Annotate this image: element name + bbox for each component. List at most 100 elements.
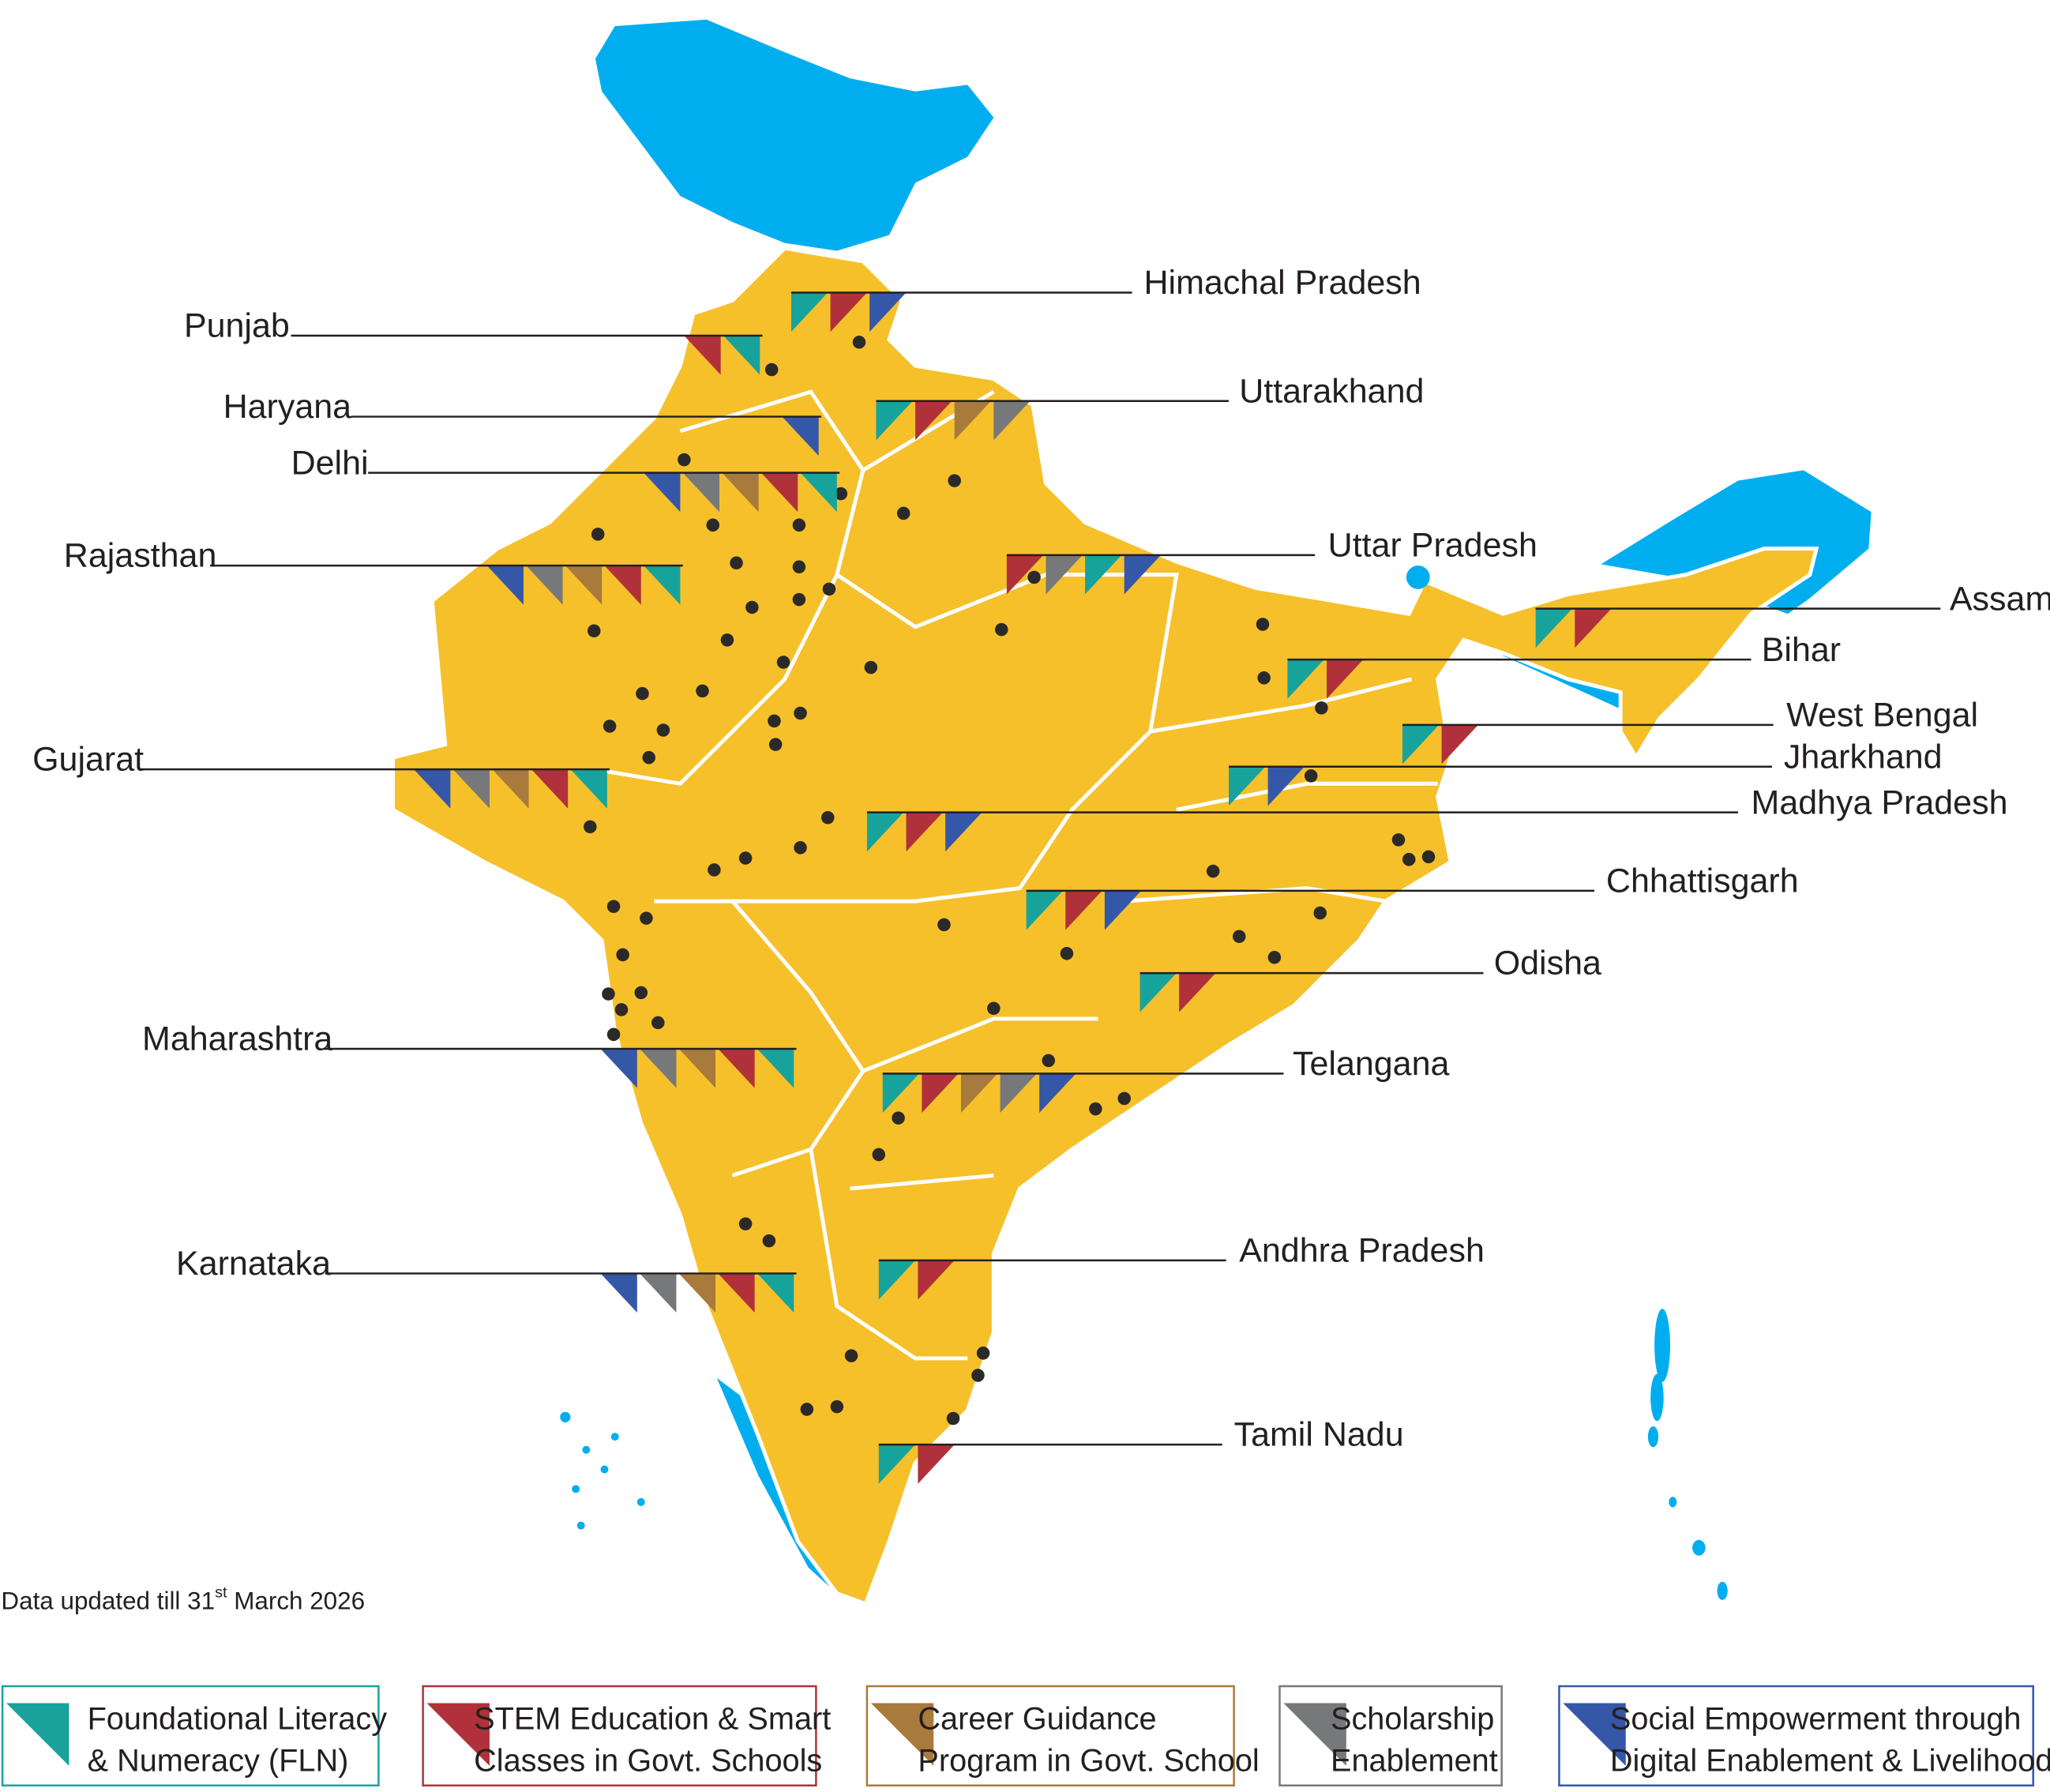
state-label: Rajasthan — [64, 537, 217, 575]
program-flag — [640, 1273, 677, 1313]
legend-box — [1558, 1685, 2034, 1786]
state-label: Odisha — [1494, 945, 1601, 982]
location-dot — [844, 1349, 858, 1362]
program-flag — [918, 1444, 955, 1484]
legend-item: Foundational Literacy & Numeracy (FLN) — [1, 1685, 387, 1786]
program-flag — [1179, 973, 1216, 1012]
program-flag — [782, 416, 819, 456]
location-dot — [696, 684, 709, 698]
state-callout: Delhi — [291, 444, 840, 513]
legend-label: Social Empowerment through — [1610, 1702, 2022, 1737]
location-dot — [946, 1411, 960, 1426]
program-flag — [800, 472, 837, 513]
location-dot — [892, 1111, 905, 1125]
location-dot — [1304, 769, 1318, 783]
program-flag — [718, 1048, 755, 1088]
location-dot — [794, 706, 807, 720]
location-dot — [830, 1399, 844, 1414]
state-label: Assam — [1950, 580, 2050, 618]
location-dot — [987, 1001, 1001, 1015]
location-dot — [1256, 618, 1270, 631]
state-label: Andhra Pradesh — [1239, 1232, 1485, 1270]
state-label: Uttar Pradesh — [1328, 527, 1538, 565]
program-flag — [492, 769, 529, 809]
program-flag — [682, 472, 720, 513]
location-dot — [640, 911, 653, 925]
program-flag — [684, 336, 721, 375]
location-dot — [1257, 671, 1271, 685]
location-dot — [792, 518, 806, 532]
location-dot — [794, 841, 807, 855]
legend-label: Digital Enablement & Livelihood — [1610, 1744, 2050, 1779]
program-flag — [922, 1073, 959, 1114]
state-callout: Bihar — [1287, 631, 1841, 699]
location-dot — [834, 487, 848, 501]
program-flag — [757, 1048, 794, 1088]
program-flag — [876, 400, 913, 441]
state-label: West Bengal — [1786, 697, 1978, 734]
state-label: Jharkhand — [1784, 738, 1943, 776]
legend-box — [422, 1685, 817, 1786]
location-dot — [896, 506, 910, 520]
location-dot — [976, 1347, 990, 1360]
state-callout: Punjab — [184, 307, 763, 375]
location-dot — [872, 1148, 886, 1162]
location-dot — [616, 948, 629, 962]
state-label: Haryana — [223, 388, 352, 426]
location-dot — [792, 592, 806, 607]
location-dot — [1421, 850, 1436, 864]
state-callout: Himachal Pradesh — [790, 264, 1421, 332]
location-dot — [971, 1369, 985, 1382]
legend-item: STEM Education & Smart Classes in Govt. S… — [422, 1685, 831, 1786]
legend-label: & Numeracy (FLN) — [88, 1744, 349, 1779]
islands — [560, 565, 1728, 1600]
location-dot — [768, 738, 783, 751]
program-flag — [760, 472, 798, 513]
location-dot — [821, 811, 835, 825]
location-dot — [603, 719, 617, 733]
state-callout: Gujarat — [32, 741, 610, 809]
state-callout: Odisha — [1140, 945, 1601, 1012]
note-text-rest: March 2026 — [227, 1587, 366, 1614]
program-flag — [1228, 766, 1266, 806]
location-dot — [738, 1217, 753, 1230]
location-dot — [1089, 1102, 1102, 1116]
program-flag — [790, 292, 828, 332]
location-dot — [642, 750, 655, 765]
state-callout: Maharashtra — [142, 1020, 797, 1088]
location-dot — [1313, 906, 1327, 920]
location-dot — [1267, 950, 1282, 964]
state-callout: Uttarakhand — [876, 372, 1424, 441]
location-dot — [1391, 833, 1406, 847]
state-callout: Jharkhand — [1228, 738, 1943, 806]
location-dot — [1315, 701, 1328, 715]
location-dot — [1042, 1054, 1056, 1068]
location-dot — [720, 633, 734, 647]
location-dot — [937, 918, 951, 932]
legend: Foundational Literacy & Numeracy (FLN) STE… — [1, 1685, 2050, 1786]
location-dot — [764, 363, 779, 377]
program-flag — [1124, 554, 1161, 595]
location-dot — [768, 714, 781, 728]
program-flag — [722, 472, 759, 513]
location-dot — [651, 1016, 665, 1030]
location-dot — [1060, 946, 1074, 960]
state-label: Telangana — [1293, 1045, 1449, 1083]
program-flag — [644, 565, 681, 605]
legend-item: Scholarship Enablement — [1278, 1685, 1503, 1786]
legend-label: Enablement — [1331, 1744, 1498, 1779]
legend-item: Career Guidance Program in Govt. School — [865, 1685, 1260, 1786]
state-label: Uttarakhand — [1239, 372, 1424, 410]
legend-box — [1, 1685, 380, 1786]
state-label: Maharashtra — [142, 1020, 332, 1058]
location-dot — [1402, 852, 1416, 866]
location-dot — [822, 582, 836, 596]
program-flag — [1085, 554, 1122, 595]
legend-box — [1278, 1685, 1503, 1786]
location-dot — [792, 560, 806, 574]
legend-label: Scholarship — [1331, 1702, 1494, 1737]
legend-label: Program in Govt. School — [918, 1744, 1259, 1779]
program-flag — [531, 769, 569, 809]
program-flag — [678, 1273, 716, 1313]
